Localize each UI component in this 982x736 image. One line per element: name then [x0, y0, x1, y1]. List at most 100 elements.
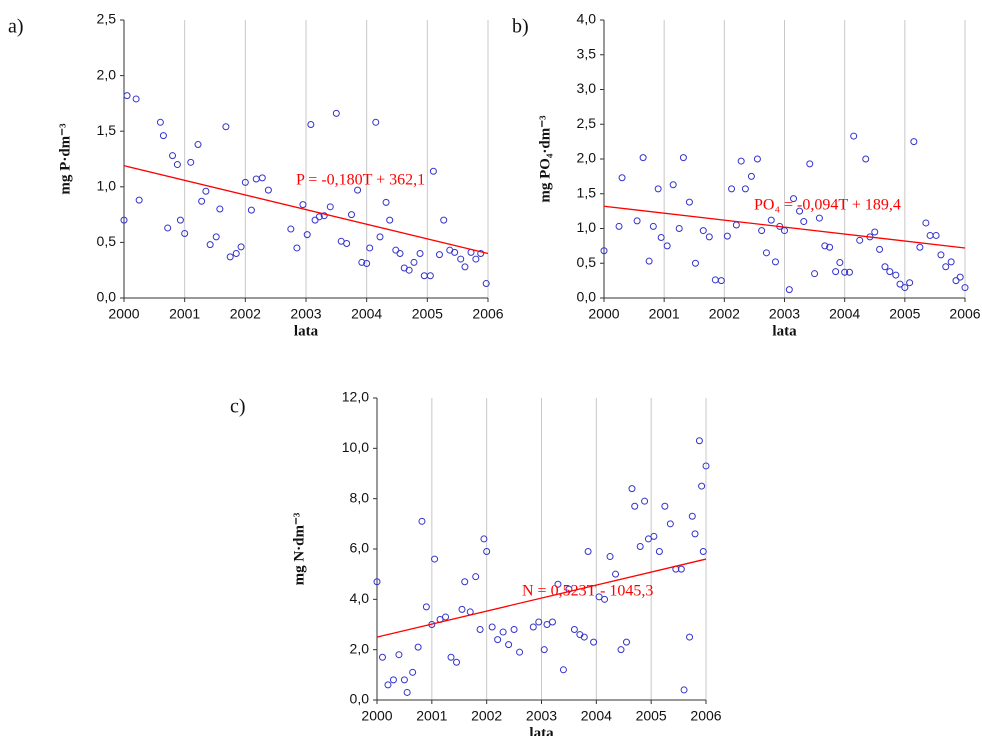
data-point: [836, 259, 844, 267]
data-point: [644, 535, 652, 543]
data-point: [458, 605, 466, 613]
data-point: [691, 530, 699, 538]
data-point: [657, 234, 665, 242]
data-point: [850, 132, 858, 140]
y-axis-label: mg P·dm⁻³: [57, 123, 73, 195]
y-tick-label: 4,0: [350, 590, 370, 606]
data-point: [176, 216, 184, 224]
y-tick-label: 8,0: [350, 489, 370, 505]
data-point: [554, 580, 562, 588]
trend-equation: P = -0,180T + 362,1: [296, 172, 425, 189]
trend-line: [603, 205, 966, 249]
y-tick-label: 12,0: [342, 389, 369, 405]
data-point: [669, 181, 677, 189]
data-point: [705, 233, 713, 241]
data-point: [952, 277, 960, 285]
data-point: [937, 251, 945, 259]
data-point: [198, 197, 206, 205]
data-point: [796, 207, 804, 215]
data-point: [164, 224, 172, 232]
data-point: [922, 219, 930, 227]
data-point: [482, 280, 490, 288]
data-point: [264, 186, 272, 194]
y-tick-label: 3,0: [577, 80, 597, 96]
data-point: [699, 227, 707, 235]
data-point: [666, 520, 674, 528]
y-tick-label: 0,0: [577, 289, 597, 305]
x-axis-label: lata: [529, 725, 554, 736]
data-point: [447, 653, 455, 661]
data-point: [442, 613, 450, 621]
data-point: [686, 633, 694, 641]
data-point: [679, 154, 687, 162]
x-tick-label: 2005: [412, 306, 443, 322]
data-point: [811, 270, 819, 278]
data-point: [916, 243, 924, 251]
y-tick-label: 6,0: [350, 540, 370, 556]
data-point: [790, 195, 798, 203]
data-point: [628, 485, 636, 493]
data-point: [698, 482, 706, 490]
trend-equation: PO₄ = -0,094T + 189,4: [754, 197, 901, 214]
x-tick-label: 2003: [290, 306, 321, 322]
data-point: [232, 250, 240, 258]
data-point: [685, 198, 693, 206]
data-point: [723, 232, 731, 240]
data-point: [535, 618, 543, 626]
data-point: [348, 211, 355, 219]
data-point: [732, 221, 740, 229]
trend-line: [376, 558, 707, 638]
data-point: [187, 158, 195, 166]
x-tick-label: 2000: [588, 306, 619, 322]
panel-label: c): [230, 396, 246, 418]
x-tick-label: 2006: [949, 306, 980, 322]
data-point: [580, 633, 588, 641]
data-point: [747, 172, 755, 180]
trend-equation: N = 0,523T - 1045,3: [522, 583, 653, 600]
data-point: [410, 258, 418, 266]
data-point: [771, 258, 779, 266]
y-tick-label: 1,5: [97, 122, 117, 138]
data-point: [480, 535, 488, 543]
data-point: [841, 268, 849, 276]
data-point: [661, 502, 669, 510]
data-point: [216, 205, 224, 213]
data-point: [307, 121, 315, 129]
data-point: [871, 228, 879, 236]
data-point: [287, 225, 295, 233]
data-point: [529, 623, 537, 631]
data-point: [206, 241, 214, 249]
data-point: [815, 214, 823, 222]
x-tick-label: 2004: [829, 306, 860, 322]
data-point: [222, 123, 230, 131]
data-point: [378, 653, 386, 661]
data-point: [892, 271, 900, 279]
y-tick-label: 2,0: [350, 640, 370, 656]
data-point: [372, 118, 380, 126]
data-point: [932, 231, 940, 239]
data-point: [695, 437, 703, 445]
data-point: [358, 258, 366, 266]
data-point: [332, 109, 340, 117]
x-tick-label: 2001: [416, 708, 447, 724]
y-tick-label: 1,5: [577, 184, 597, 200]
data-point: [675, 225, 683, 232]
data-point: [315, 213, 323, 221]
data-point: [499, 628, 507, 636]
data-point: [311, 216, 319, 224]
data-point: [435, 251, 443, 259]
data-point: [247, 206, 255, 214]
data-point: [488, 623, 496, 631]
data-point: [173, 161, 181, 169]
data-point: [680, 686, 688, 694]
x-tick-label: 2001: [169, 306, 200, 322]
x-axis-label: lata: [772, 323, 797, 339]
data-point: [483, 548, 491, 556]
data-point: [461, 578, 469, 586]
data-point: [123, 92, 131, 100]
data-point: [505, 641, 513, 649]
data-point: [543, 621, 551, 628]
y-tick-label: 0,0: [97, 289, 117, 305]
data-point: [896, 280, 904, 288]
panel-label: a): [8, 16, 24, 38]
